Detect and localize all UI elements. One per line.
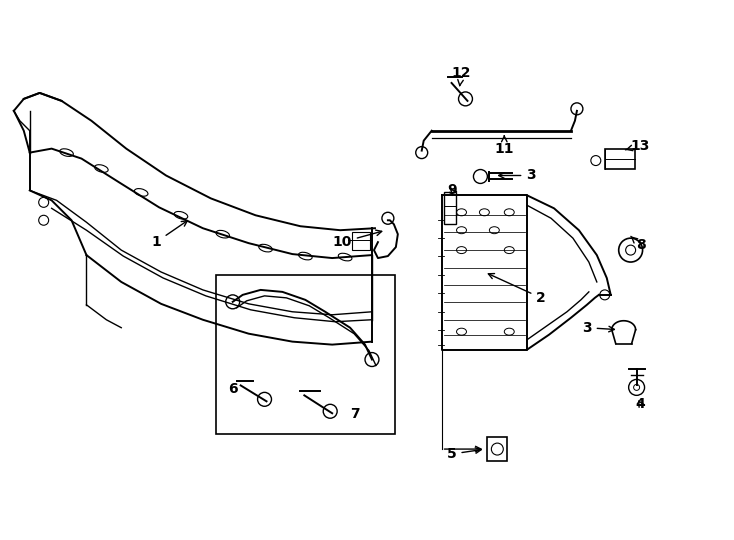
- Bar: [352, 232, 370, 250]
- Text: 3: 3: [582, 321, 614, 335]
- Text: 11: 11: [495, 136, 514, 156]
- Text: 2: 2: [488, 274, 546, 305]
- Text: 5: 5: [447, 447, 481, 461]
- Text: 6: 6: [228, 382, 238, 396]
- Bar: [443, 192, 456, 224]
- Text: 4: 4: [636, 397, 645, 411]
- Text: 9: 9: [447, 184, 457, 198]
- Bar: [487, 437, 507, 461]
- Bar: [605, 148, 635, 168]
- Text: 13: 13: [625, 139, 650, 153]
- Text: 10: 10: [333, 230, 382, 249]
- Text: 3: 3: [498, 168, 536, 183]
- Bar: [216, 275, 395, 434]
- Text: 7: 7: [350, 407, 360, 421]
- Text: 12: 12: [451, 66, 471, 86]
- Text: 1: 1: [151, 221, 187, 249]
- Text: 8: 8: [631, 237, 645, 252]
